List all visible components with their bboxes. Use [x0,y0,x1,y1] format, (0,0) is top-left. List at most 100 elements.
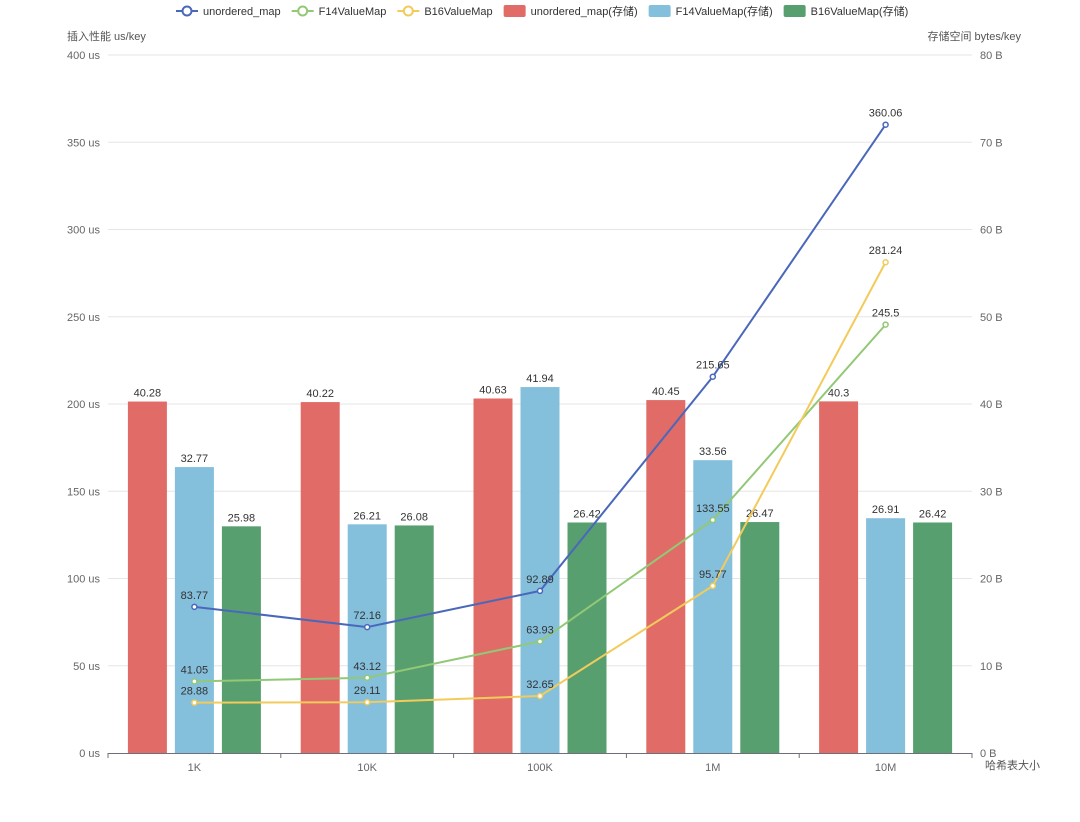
right-tick-label: 40 B [980,399,1003,411]
legend-point-swatch [181,5,193,17]
bar[interactable] [866,518,906,753]
legend[interactable]: unordered_map F14ValueMap B16ValueMap unord… [176,4,908,18]
left-tick-label: 300 us [67,225,101,237]
x-tick-label: 10K [357,762,377,774]
legend-item[interactable]: unordered_map(存储) [503,4,638,18]
left-axis-ticks: 0 us 50 us 100 us 150 us 200 us 250 us 300 us 3… [67,50,101,760]
point-value-label: 360.06 [869,108,903,120]
bar-value-label: 26.21 [353,510,381,522]
bar[interactable] [693,460,733,753]
right-tick-label: 20 B [980,574,1003,586]
line-point[interactable] [363,674,371,682]
right-tick-label: 70 B [980,137,1003,149]
line-point[interactable] [191,678,198,685]
legend-item[interactable]: F14ValueMap(存储) [648,4,773,18]
left-tick-label: 50 us [73,661,100,673]
right-axis-ticks: 0 B 10 B 20 B 30 B 40 B 50 B 60 B 70 B 80 B [980,50,1003,760]
right-tick-label: 30 B [980,486,1003,498]
x-axis-name: 哈希表大小 [985,758,1040,772]
bar-value-label: 32.77 [181,453,209,465]
bar[interactable] [347,524,387,753]
left-axis-name: 插入性能 us/key [67,29,146,43]
line-point[interactable] [709,373,717,380]
line-point[interactable] [191,603,198,611]
legend-point-swatch [402,5,414,17]
bar[interactable] [567,522,607,753]
bar[interactable] [913,522,953,753]
right-tick-label: 50 B [980,312,1003,324]
bar[interactable] [221,526,261,753]
right-tick-label: 80 B [980,50,1003,62]
line-point[interactable] [882,121,889,128]
x-axis: 1K 10K 100K 1M 10M [107,753,973,774]
legend-item[interactable]: F14ValueMap [291,5,387,18]
bar[interactable] [520,387,560,753]
bar-value-label: 40.63 [479,385,507,397]
right-tick-label: 10 B [980,661,1003,673]
line-point[interactable] [709,516,717,524]
bar-value-label: 40.3 [828,387,849,399]
bar-value-label: 26.42 [919,508,947,520]
point-value-label: 133.55 [696,503,730,515]
legend-item[interactable]: B16ValueMap [397,5,493,18]
point-value-label: 63.93 [526,624,554,636]
legend-bar-swatch [503,5,526,17]
line-point[interactable] [709,582,717,590]
bar-value-label: 41.94 [526,373,554,385]
bar-value-label: 40.45 [652,386,680,398]
bar[interactable] [473,398,513,753]
point-value-label: 29.11 [354,685,381,697]
bar-value-label: 40.28 [134,388,162,400]
bar[interactable] [740,522,780,753]
bar[interactable] [127,401,167,753]
line-point[interactable] [363,698,371,706]
line-point[interactable] [536,587,544,595]
left-tick-label: 250 us [67,312,101,324]
bar-value-label: 33.56 [699,446,727,458]
line-point[interactable] [363,623,371,631]
legend-label: B16ValueMap(存储) [811,4,909,18]
bar-value-label: 25.98 [228,512,256,524]
left-tick-label: 150 us [67,486,101,498]
right-tick-label: 0 B [980,748,997,760]
line-point[interactable] [536,692,544,700]
legend-label: B16ValueMap [424,6,492,18]
legend-item[interactable]: B16ValueMap(存储) [783,4,909,18]
point-value-label: 41.05 [181,664,209,676]
left-tick-label: 0 us [79,748,100,760]
legend-item[interactable]: unordered_map [176,5,281,18]
point-value-label: 32.65 [526,679,554,691]
bar-value-label: 40.22 [306,388,334,400]
point-value-label: 245.5 [872,308,900,320]
legend-point-swatch [297,5,309,17]
line-point[interactable] [882,321,889,328]
point-value-label: 95.77 [699,569,727,581]
line-point[interactable] [882,258,889,266]
legend-label: F14ValueMap(存储) [676,4,773,18]
point-value-label: 92.89 [526,574,554,586]
line-point[interactable] [536,638,544,645]
bar[interactable] [300,402,340,753]
x-tick-label: 100K [527,762,553,774]
legend-label: unordered_map(存储) [531,4,638,18]
left-tick-label: 400 us [67,50,101,62]
x-tick-label: 1K [188,762,202,774]
point-value-label: 43.12 [353,661,381,673]
bar[interactable] [646,400,686,753]
left-tick-label: 200 us [67,399,101,411]
bar[interactable] [819,401,859,753]
bar-value-label: 26.91 [872,504,900,516]
point-value-label: 215.65 [696,360,730,372]
legend-bar-swatch [783,5,806,17]
right-tick-label: 60 B [980,225,1003,237]
point-value-label: 72.16 [353,610,381,622]
legend-label: F14ValueMap [319,6,387,18]
line-point[interactable] [191,699,198,706]
bar[interactable] [394,525,434,753]
point-value-label: 83.77 [181,590,209,602]
x-tick-label: 10M [875,762,896,774]
point-value-label: 281.24 [869,245,903,257]
point-value-label: 28.88 [181,686,209,698]
